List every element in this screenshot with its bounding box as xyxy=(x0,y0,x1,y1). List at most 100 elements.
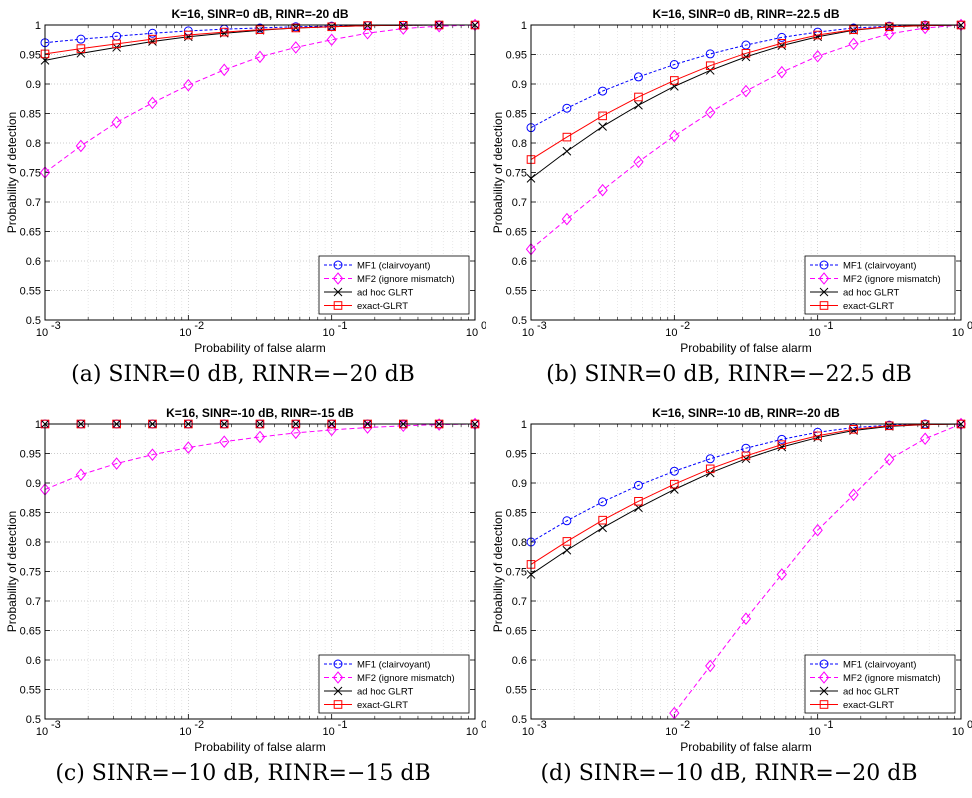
data-point xyxy=(561,212,573,226)
data-point xyxy=(183,32,193,42)
axes-box xyxy=(44,24,476,321)
legend-label: MF1 (clairvoyant) xyxy=(357,261,430,272)
legend-marker xyxy=(333,260,343,270)
data-point xyxy=(741,454,751,464)
data-point xyxy=(740,612,752,625)
data-point xyxy=(183,78,194,92)
data-point xyxy=(920,21,930,30)
data-point xyxy=(147,96,158,110)
x-tick-label: 10 xyxy=(466,726,478,738)
x-tick-exponent: -1 xyxy=(338,320,348,332)
y-tick-label: 0.8 xyxy=(26,138,41,150)
data-point xyxy=(740,84,752,98)
data-point xyxy=(669,82,679,91)
y-tick-label: 0.55 xyxy=(20,685,41,697)
legend-marker xyxy=(819,659,829,669)
data-point xyxy=(598,523,607,533)
x-tick-exponent: -2 xyxy=(680,320,690,332)
chart-panel-b: 10 -3 10 -2 10 -1 10 0 0.5 0.55 0.6 0.65 0.7 0.75 0.8 0… xyxy=(486,0,972,399)
data-point xyxy=(597,183,608,197)
y-tick-label: 0.75 xyxy=(20,567,41,579)
data-point xyxy=(433,19,445,33)
data-point xyxy=(148,34,157,44)
y-tick-label: 1 xyxy=(35,20,41,32)
data-point xyxy=(562,146,572,156)
legend-marker xyxy=(818,272,830,285)
y-axis-label: Probability of detection xyxy=(491,112,505,233)
legend-label: MF1 (clairvoyant) xyxy=(843,660,916,671)
y-tick-label: 0.8 xyxy=(512,138,527,150)
legend-label: ad hoc GLRT xyxy=(357,687,414,698)
x-tick-exponent: -1 xyxy=(824,320,834,332)
x-tick-label: 10 xyxy=(809,726,821,738)
x-tick-label: 10 xyxy=(36,327,48,339)
series-line xyxy=(673,423,962,714)
legend-box xyxy=(804,654,956,714)
legend-marker xyxy=(333,659,343,669)
legend-label: ad hoc GLRT xyxy=(843,288,900,299)
chart-title: K=16, SINR=0 dB, RINR=-20 dB xyxy=(171,7,348,21)
data-point xyxy=(598,122,607,131)
data-point xyxy=(849,425,858,434)
subcaption-b: (b) SINR=0 dB, RINR=−22.5 dB xyxy=(546,362,912,387)
data-point xyxy=(291,23,301,33)
y-tick-label: 0.9 xyxy=(512,478,527,490)
data-point xyxy=(705,659,716,673)
data-point xyxy=(848,488,859,502)
legend-label: MF2 (ignore mismatch) xyxy=(843,673,941,684)
data-point xyxy=(669,466,679,476)
y-tick-label: 0.95 xyxy=(506,449,527,461)
x-tick-label: 10 xyxy=(665,327,677,339)
data-point xyxy=(919,432,931,446)
y-axis-label: Probability of detection xyxy=(5,112,19,233)
x-tick-label: 10 xyxy=(952,726,964,738)
y-tick-label: 0.9 xyxy=(512,79,527,91)
data-point xyxy=(884,22,894,32)
data-point xyxy=(705,454,715,464)
x-axis-label: Probability of false alarm xyxy=(680,740,811,754)
legend: MF1 (clairvoyant) MF2 (ignore mismatch) ad… xyxy=(804,255,956,315)
data-point xyxy=(76,48,86,58)
x-tick-label: 10 xyxy=(323,327,335,339)
x-tick-exponent: -3 xyxy=(537,320,547,332)
x-tick-exponent: -3 xyxy=(51,719,61,731)
y-tick-label: 0.85 xyxy=(20,508,41,520)
x-tick-label: 10 xyxy=(952,327,964,339)
data-point xyxy=(741,49,751,58)
data-point xyxy=(598,86,608,96)
legend-label: MF2 (ignore mismatch) xyxy=(357,274,455,285)
y-tick-label: 0.65 xyxy=(20,227,41,239)
data-point xyxy=(670,76,679,85)
y-tick-label: 0.85 xyxy=(506,508,527,520)
x-tick-label: 10 xyxy=(522,327,534,339)
data-point xyxy=(705,464,715,474)
data-point xyxy=(705,106,716,119)
y-tick-label: 0.6 xyxy=(26,256,41,268)
x-tick-exponent: 0 xyxy=(481,719,486,731)
data-point xyxy=(812,523,823,537)
data-point xyxy=(398,22,409,35)
data-point xyxy=(812,49,823,63)
x-tick-label: 10 xyxy=(522,726,534,738)
data-point xyxy=(776,568,787,581)
subcaption-d: (d) SINR=−10 dB, RINR=−20 dB xyxy=(540,761,918,786)
y-tick-label: 0.95 xyxy=(506,50,527,62)
legend-marker xyxy=(819,686,829,696)
y-tick-label: 1 xyxy=(35,419,41,431)
legend-label: exact-GLRT xyxy=(843,301,894,312)
data-point xyxy=(327,22,336,32)
data-point xyxy=(598,515,607,525)
data-point xyxy=(219,63,230,77)
legend: MF1 (clairvoyant) MF2 (ignore mismatch) ad… xyxy=(804,654,956,714)
data-point xyxy=(634,92,643,102)
y-tick-label: 0.75 xyxy=(20,168,41,180)
data-point xyxy=(705,66,715,75)
y-tick-label: 0.5 xyxy=(26,315,41,327)
axes-box xyxy=(530,24,962,321)
data-point xyxy=(183,441,194,454)
data-point xyxy=(147,448,158,461)
data-point xyxy=(669,60,679,70)
y-tick-label: 0.9 xyxy=(26,79,41,91)
legend-label: exact-GLRT xyxy=(357,301,408,312)
chart-title: K=16, SINR=-10 dB, RINR=-20 dB xyxy=(652,406,840,420)
